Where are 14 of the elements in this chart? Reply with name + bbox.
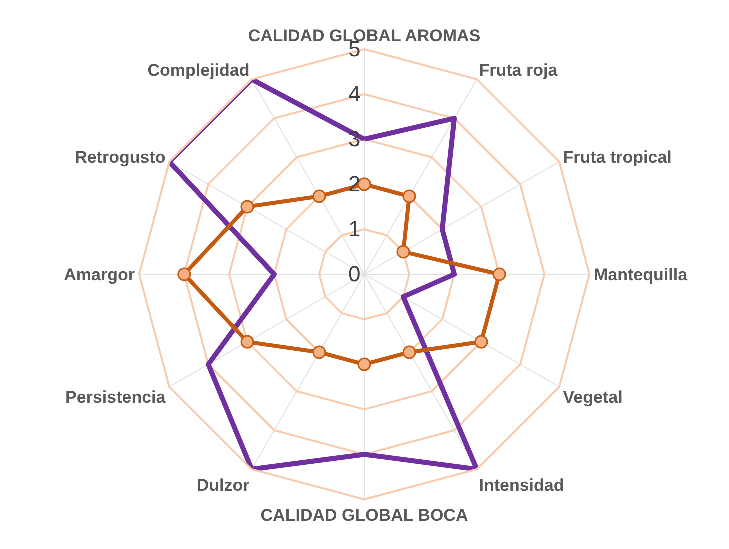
spoke-label: Fruta tropical bbox=[563, 148, 672, 168]
y-tick-label: 0 bbox=[348, 262, 361, 287]
y-tick-label: 1 bbox=[348, 216, 361, 242]
spoke-label: Vegetal bbox=[563, 388, 623, 407]
spoke-label: Fruta roja bbox=[479, 60, 558, 80]
spoke-label: Retrogusto bbox=[75, 148, 166, 168]
spoke-label: Intensidad bbox=[479, 476, 564, 495]
spoke-label: Complejidad bbox=[148, 60, 250, 80]
spoke-label: CALIDAD GLOBAL BOCA bbox=[260, 506, 468, 526]
spoke-label: Dulzor bbox=[196, 476, 250, 495]
spoke-label: Amargor bbox=[64, 265, 136, 284]
spoke-label: Mantequilla bbox=[594, 265, 688, 284]
y-tick-label: 4 bbox=[348, 82, 361, 107]
spoke-label: Persistencia bbox=[66, 388, 166, 407]
